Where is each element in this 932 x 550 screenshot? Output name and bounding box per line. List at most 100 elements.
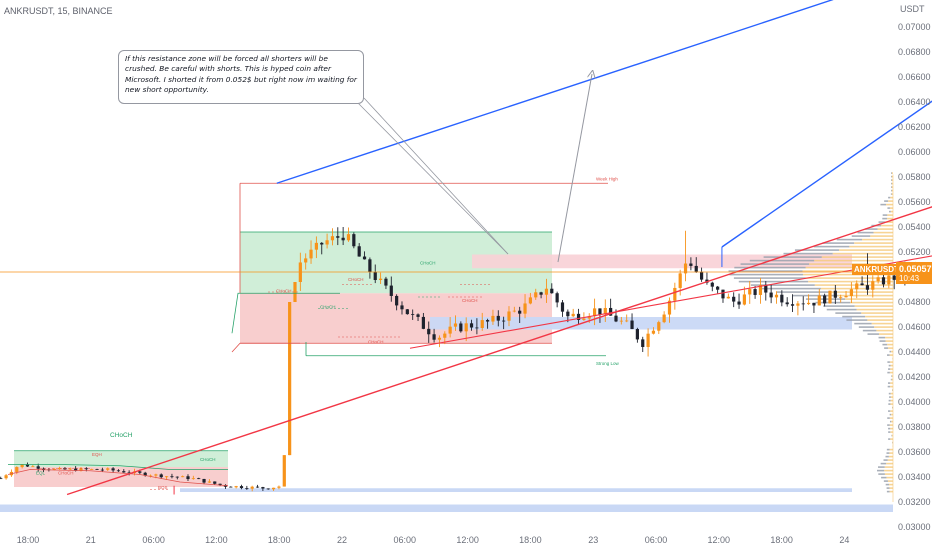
candle-body bbox=[518, 311, 521, 314]
candle-body bbox=[37, 466, 40, 468]
volume-bar-up bbox=[874, 326, 893, 328]
candle-body bbox=[860, 283, 863, 285]
volume-bar-down bbox=[883, 214, 888, 216]
candle-body bbox=[170, 476, 173, 477]
volume-bar-up bbox=[890, 386, 893, 388]
volume-bar-up bbox=[867, 319, 893, 321]
candle-body bbox=[550, 289, 553, 293]
candle-body bbox=[416, 314, 419, 317]
candle-body bbox=[315, 243, 318, 250]
candle-body bbox=[406, 309, 409, 314]
candle-body bbox=[844, 296, 847, 297]
volume-bar-up bbox=[861, 312, 893, 314]
candle-body bbox=[320, 243, 323, 245]
volume-bar-down bbox=[888, 382, 890, 384]
volume-bar-up bbox=[890, 428, 893, 430]
candle-body bbox=[711, 283, 714, 287]
y-tick-label: 0.06600 bbox=[898, 72, 931, 82]
volume-bar-up bbox=[891, 396, 893, 398]
candle-body bbox=[802, 303, 805, 304]
strong-low-label: Strong Low bbox=[596, 361, 620, 366]
y-tick-label: 0.04800 bbox=[898, 297, 931, 307]
volume-bar-up bbox=[885, 466, 893, 468]
volume-bar-down bbox=[889, 351, 891, 353]
candle-body bbox=[117, 470, 120, 471]
volume-bar-up bbox=[845, 298, 893, 300]
volume-bar-down bbox=[887, 449, 890, 451]
volume-bar-up bbox=[890, 449, 893, 451]
volume-bar-up bbox=[886, 477, 893, 479]
candle-body bbox=[4, 475, 7, 478]
volume-bar-up bbox=[865, 316, 893, 318]
volume-bar-up bbox=[872, 323, 893, 325]
candle-body bbox=[786, 302, 789, 304]
candle-body bbox=[138, 471, 141, 472]
annotation-note[interactable]: If this resistance zone will be forced a… bbox=[118, 50, 364, 104]
symbol-title: ANKRUSDT, 15, BINANCE bbox=[4, 6, 113, 16]
candle-body bbox=[101, 470, 104, 471]
volume-bar-up bbox=[808, 281, 893, 283]
volume-bar-down bbox=[879, 337, 886, 339]
candle-body bbox=[0, 478, 2, 479]
choch-label: CHoCH bbox=[420, 261, 436, 266]
candle-body bbox=[652, 331, 655, 334]
candle-body bbox=[834, 291, 837, 298]
x-tick-label: 21 bbox=[86, 535, 96, 545]
x-tick-label: 06:00 bbox=[142, 535, 165, 545]
y-tick-label: 0.03600 bbox=[898, 447, 931, 457]
candle-body bbox=[154, 474, 157, 475]
volume-bar-up bbox=[886, 463, 893, 465]
candle-body bbox=[454, 323, 457, 326]
y-tick-label: 0.06800 bbox=[898, 47, 931, 57]
candle-body bbox=[850, 289, 853, 296]
axis-unit-label: USDT bbox=[900, 4, 925, 14]
volume-bar-down bbox=[878, 466, 885, 468]
projection-arrow[interactable] bbox=[558, 74, 592, 262]
candle-body bbox=[818, 296, 821, 306]
candle-body bbox=[15, 467, 18, 472]
x-tick-label: 22 bbox=[337, 535, 347, 545]
candle-body bbox=[95, 469, 98, 470]
candle-body bbox=[475, 328, 478, 329]
choch-label: CHoCH bbox=[348, 277, 364, 282]
candle-body bbox=[347, 234, 350, 240]
volume-bar-down bbox=[887, 361, 890, 363]
candle-body bbox=[598, 308, 601, 314]
candle-body bbox=[309, 250, 312, 259]
y-tick-label: 0.04200 bbox=[898, 372, 931, 382]
volume-bar-down bbox=[891, 379, 892, 381]
candle-body bbox=[770, 293, 773, 298]
volume-bar-down bbox=[881, 463, 887, 465]
choch-label: CHoCH bbox=[58, 471, 74, 476]
volume-bar-down bbox=[884, 200, 888, 202]
volume-bar-up bbox=[889, 484, 893, 486]
volume-bar-up bbox=[891, 393, 893, 395]
candle-body bbox=[384, 279, 387, 286]
volume-bar-down bbox=[890, 414, 892, 416]
volume-bar-down bbox=[891, 179, 892, 181]
x-tick-label: 18:00 bbox=[519, 535, 542, 545]
candle-body bbox=[352, 234, 355, 246]
candle-body bbox=[882, 277, 885, 284]
candle-body bbox=[181, 476, 184, 477]
time-axis[interactable]: 18:00 21 06:00 12:00 18:00 22 06:00 12:00 18:00 2… bbox=[17, 535, 850, 545]
y-tick-label: 0.03800 bbox=[898, 422, 931, 432]
candle-body bbox=[186, 476, 189, 479]
candle-body bbox=[791, 304, 794, 305]
candle-body bbox=[657, 322, 660, 331]
price-tag-value: 0.05057 bbox=[899, 264, 932, 274]
volume-bar-down bbox=[750, 260, 814, 262]
candle-body bbox=[502, 321, 505, 322]
bottom-blue-zone bbox=[0, 505, 893, 513]
volume-bar-up bbox=[887, 344, 893, 346]
candle-body bbox=[748, 289, 751, 294]
volume-bar-down bbox=[887, 207, 890, 209]
volume-bar-down bbox=[842, 316, 865, 318]
candle-body bbox=[470, 323, 473, 327]
candle-body bbox=[582, 319, 585, 320]
volume-bar-down bbox=[886, 484, 889, 486]
candle-body bbox=[732, 297, 735, 302]
candle-body bbox=[390, 286, 393, 296]
volume-bar-down bbox=[734, 267, 805, 269]
y-tick-label: 0.03000 bbox=[898, 522, 931, 532]
